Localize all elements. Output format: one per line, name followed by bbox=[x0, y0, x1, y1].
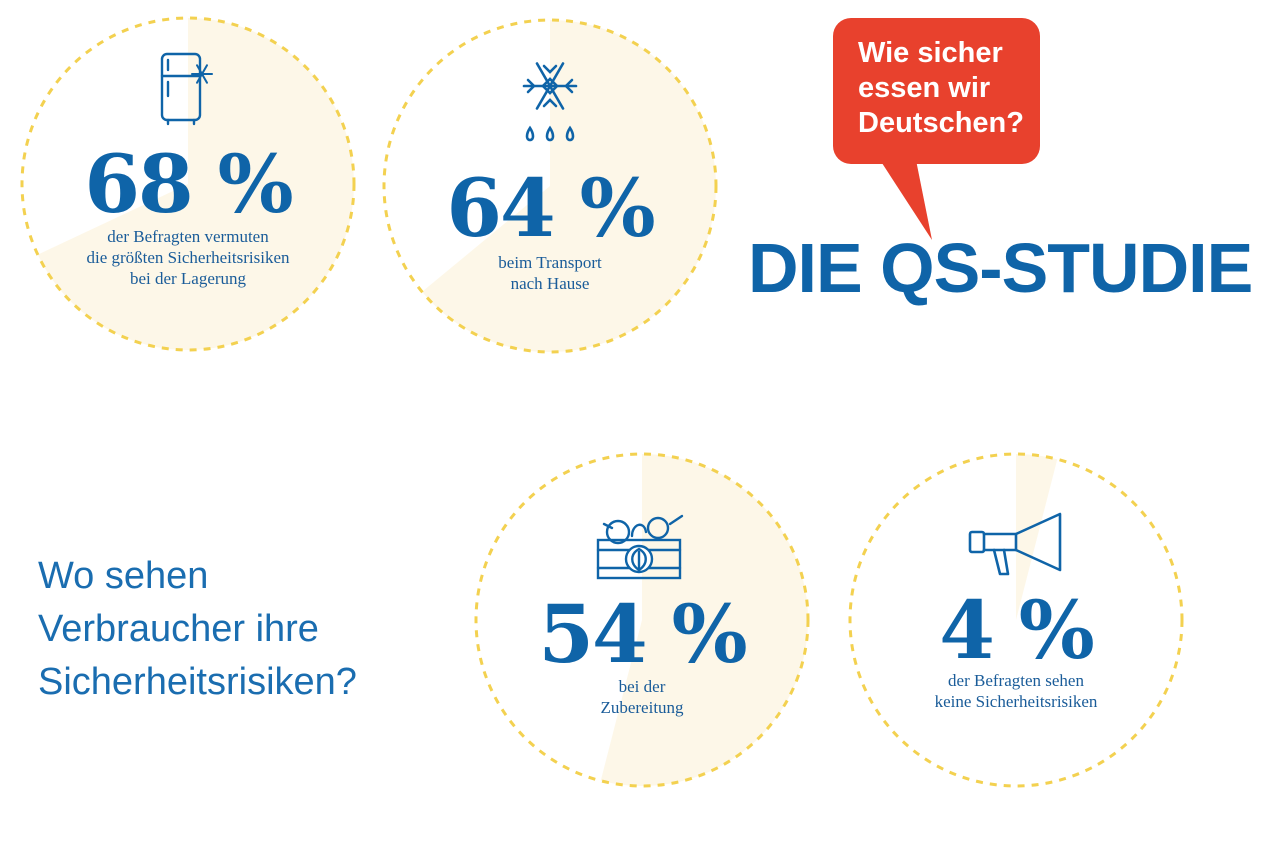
pie-ring-storage bbox=[20, 16, 356, 352]
stat-value: 54 % bbox=[538, 587, 747, 681]
stat-value: 64 % bbox=[446, 161, 655, 255]
stat-transport: 64 % beim Transport nach Hause bbox=[380, 16, 720, 356]
dashed-outline bbox=[848, 452, 1184, 788]
snowflake-icon bbox=[520, 56, 580, 155]
stat-preparation: 54 % bei der Zubereitung bbox=[472, 450, 812, 790]
fridge-icon bbox=[158, 50, 218, 131]
pie-ring-no-risk bbox=[848, 452, 1184, 788]
dashed-outline bbox=[20, 16, 356, 352]
stat-value: 68 % bbox=[84, 137, 293, 231]
vegetable-crate-icon bbox=[596, 510, 688, 587]
pie-slice-storage bbox=[37, 18, 355, 350]
stat-caption: beim Transport nach Hause bbox=[498, 253, 602, 293]
dashed-outline bbox=[382, 18, 718, 354]
pie-slice-no-risk bbox=[1016, 454, 1058, 620]
stat-no-risk: 4 % der Befragten sehen keine Sicherheit… bbox=[846, 450, 1186, 790]
megaphone-icon bbox=[966, 510, 1066, 587]
page-title: DIE QS-STUDIE bbox=[748, 229, 1253, 307]
pie-slice-transport bbox=[422, 20, 716, 352]
speech-bubble bbox=[833, 18, 1040, 164]
section-question: Wo sehen Verbraucher ihre Sicherheitsris… bbox=[38, 555, 357, 703]
speech-bubble-text: Wie sicher essen wir Deutschen? bbox=[858, 37, 1024, 139]
dashed-outline bbox=[474, 452, 810, 788]
stat-storage: 68 % der Befragten vermuten die größten … bbox=[18, 14, 358, 354]
stat-value: 4 % bbox=[939, 583, 1095, 677]
stat-caption: der Befragten sehen keine Sicherheitsris… bbox=[934, 671, 1098, 711]
stat-caption: bei der Zubereitung bbox=[600, 677, 684, 717]
speech-bubble-tail bbox=[880, 160, 932, 240]
pie-ring-transport bbox=[382, 18, 718, 354]
stat-caption: der Befragten vermuten die größten Siche… bbox=[86, 227, 290, 288]
